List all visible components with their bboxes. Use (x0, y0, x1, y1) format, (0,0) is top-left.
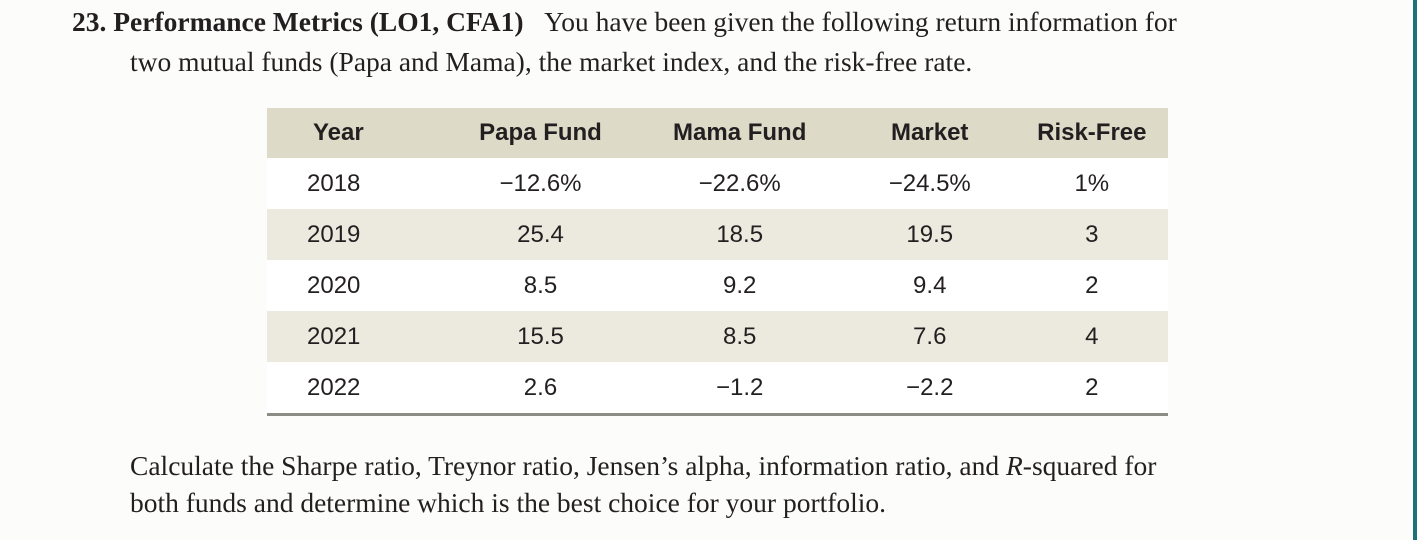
cell-risk-free: 2 (1015, 260, 1168, 311)
table-row: 2022 2.6 −1.2 −2.2 2 (267, 362, 1168, 416)
cell-year: 2018 (267, 158, 446, 209)
cell-market: −24.5% (843, 158, 1016, 209)
question-line-2: both funds and determine which is the be… (130, 487, 887, 518)
cell-mama: −1.2 (635, 362, 844, 416)
cell-papa: 8.5 (445, 260, 636, 311)
cell-mama: 9.2 (635, 260, 844, 311)
cell-market: 19.5 (843, 209, 1016, 260)
table-row: 2020 8.5 9.2 9.4 2 (267, 260, 1168, 311)
cell-year: 2022 (267, 362, 446, 416)
cell-market: 7.6 (843, 311, 1016, 362)
cell-mama: 18.5 (635, 209, 844, 260)
problem-question: Calculate the Sharpe ratio, Treynor rati… (130, 447, 1156, 521)
cell-papa: 2.6 (445, 362, 636, 416)
cell-year: 2021 (267, 311, 446, 362)
cell-risk-free: 2 (1015, 362, 1168, 416)
question-text-1a: Calculate the Sharpe ratio, Treynor rati… (130, 450, 1006, 481)
intro-text-1: You have been given the following return… (544, 6, 1177, 37)
cell-market: −2.2 (843, 362, 1016, 416)
cell-year: 2020 (267, 260, 446, 311)
table-row: 2021 15.5 8.5 7.6 4 (267, 311, 1168, 362)
cell-risk-free: 1% (1015, 158, 1168, 209)
cell-papa: 15.5 (445, 311, 636, 362)
table-row: 2019 25.4 18.5 19.5 3 (267, 209, 1168, 260)
problem-intro: 23. Performance Metrics (LO1, CFA1) You … (72, 2, 1177, 82)
header-mama-fund: Mama Fund (635, 108, 844, 158)
r-symbol: R (1005, 450, 1023, 481)
question-line-1: Calculate the Sharpe ratio, Treynor rati… (130, 447, 1156, 484)
cell-papa: 25.4 (445, 209, 636, 260)
table-header-row: Year Papa Fund Mama Fund Market Risk-Fre… (267, 108, 1168, 158)
cell-papa: −12.6% (445, 158, 636, 209)
header-risk-free: Risk-Free (1015, 108, 1168, 158)
intro-line-2: two mutual funds (Papa and Mama), the ma… (130, 46, 973, 77)
page-edge-accent (1413, 0, 1417, 540)
problem-number: 23. (72, 6, 107, 37)
cell-year: 2019 (267, 209, 446, 260)
question-text-1b: -squared for (1022, 450, 1157, 481)
returns-table: Year Papa Fund Mama Fund Market Risk-Fre… (267, 108, 1168, 416)
cell-risk-free: 4 (1015, 311, 1168, 362)
table-row: 2018 −12.6% −22.6% −24.5% 1% (267, 158, 1168, 209)
header-papa-fund: Papa Fund (445, 108, 636, 158)
problem-title: Performance Metrics (LO1, CFA1) (113, 6, 524, 37)
intro-line-1: 23. Performance Metrics (LO1, CFA1) You … (72, 2, 1177, 42)
cell-mama: 8.5 (635, 311, 844, 362)
header-market: Market (843, 108, 1016, 158)
cell-market: 9.4 (843, 260, 1016, 311)
cell-risk-free: 3 (1015, 209, 1168, 260)
cell-mama: −22.6% (635, 158, 844, 209)
header-year: Year (267, 108, 446, 158)
